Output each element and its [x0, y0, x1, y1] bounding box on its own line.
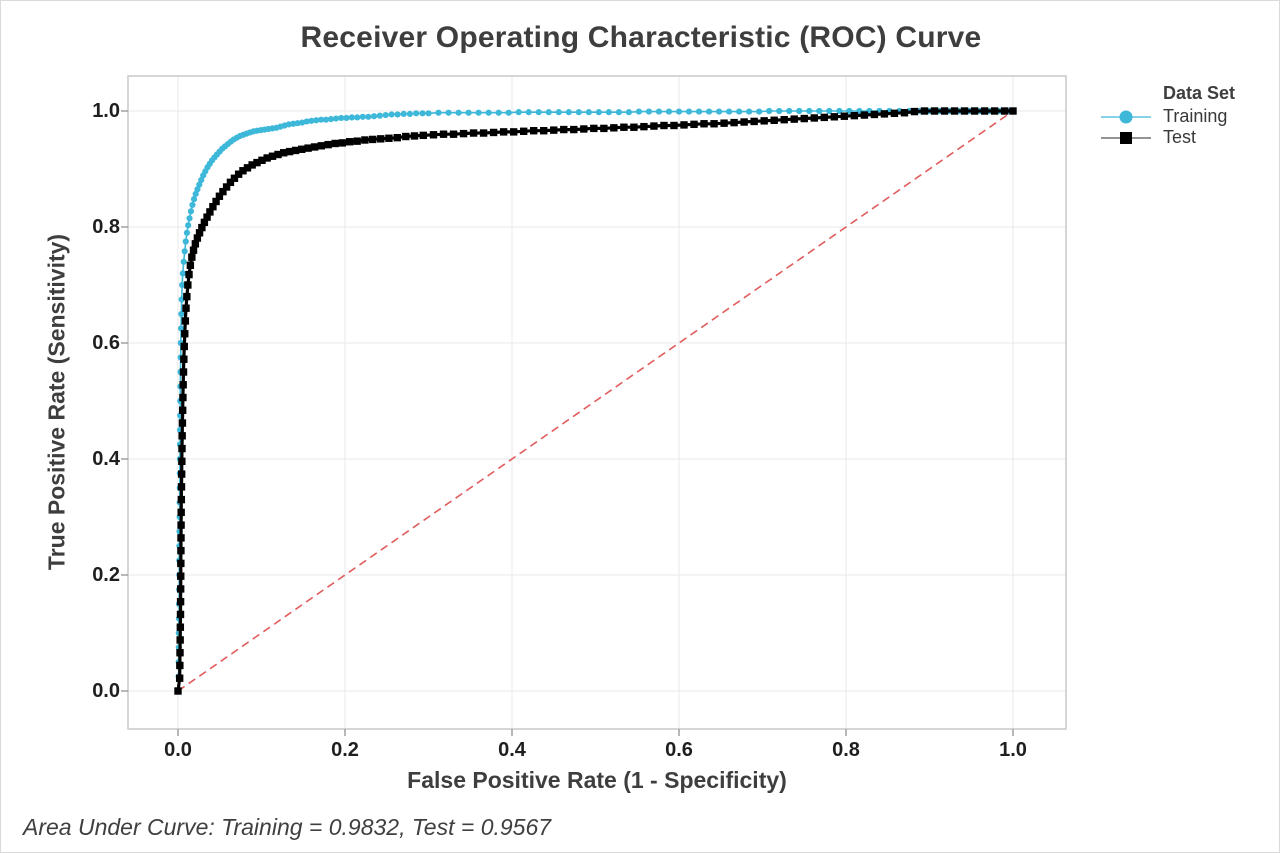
test-series-marker-icon	[1101, 131, 1151, 144]
series-test	[174, 107, 1017, 695]
legend: Data Set Training Test	[1101, 83, 1235, 148]
tick-marks	[121, 110, 1014, 736]
legend-item-label: Test	[1163, 127, 1197, 147]
x-tick-label: 1.0	[999, 739, 1027, 761]
x-axis-title: False Positive Rate (1 - Specificity)	[407, 767, 787, 793]
y-tick-label: 0.8	[92, 216, 120, 238]
reference-diagonal-line	[177, 110, 1014, 692]
auc-annotation: Area Under Curve: Training = 0.9832, Tes…	[23, 814, 552, 840]
x-tick-label: 0.4	[498, 739, 526, 761]
chart-title: Receiver Operating Characteristic (ROC) …	[300, 21, 982, 54]
x-tick-label: 0.0	[164, 739, 192, 761]
gridlines	[128, 76, 1066, 729]
legend-item-test: Test	[1101, 127, 1235, 148]
y-tick-label: 0.2	[92, 564, 120, 586]
legend-item-label: Training	[1163, 106, 1228, 126]
training-series-marker-icon	[1101, 110, 1151, 123]
y-tick-label: 0.0	[92, 680, 120, 702]
x-tick-label: 0.2	[331, 739, 359, 761]
x-tick-label: 0.8	[832, 739, 860, 761]
y-tick-label: 1.0	[92, 100, 120, 122]
legend-title: Data Set	[1163, 83, 1236, 103]
plot-frame	[127, 75, 1067, 730]
y-axis-title: True Positive Rate (Sensitivity)	[43, 233, 70, 571]
legend-item-training: Training	[1101, 106, 1235, 127]
y-tick-label: 0.6	[92, 332, 120, 354]
y-tick-label: 0.4	[92, 448, 120, 470]
x-tick-label: 0.6	[665, 739, 693, 761]
